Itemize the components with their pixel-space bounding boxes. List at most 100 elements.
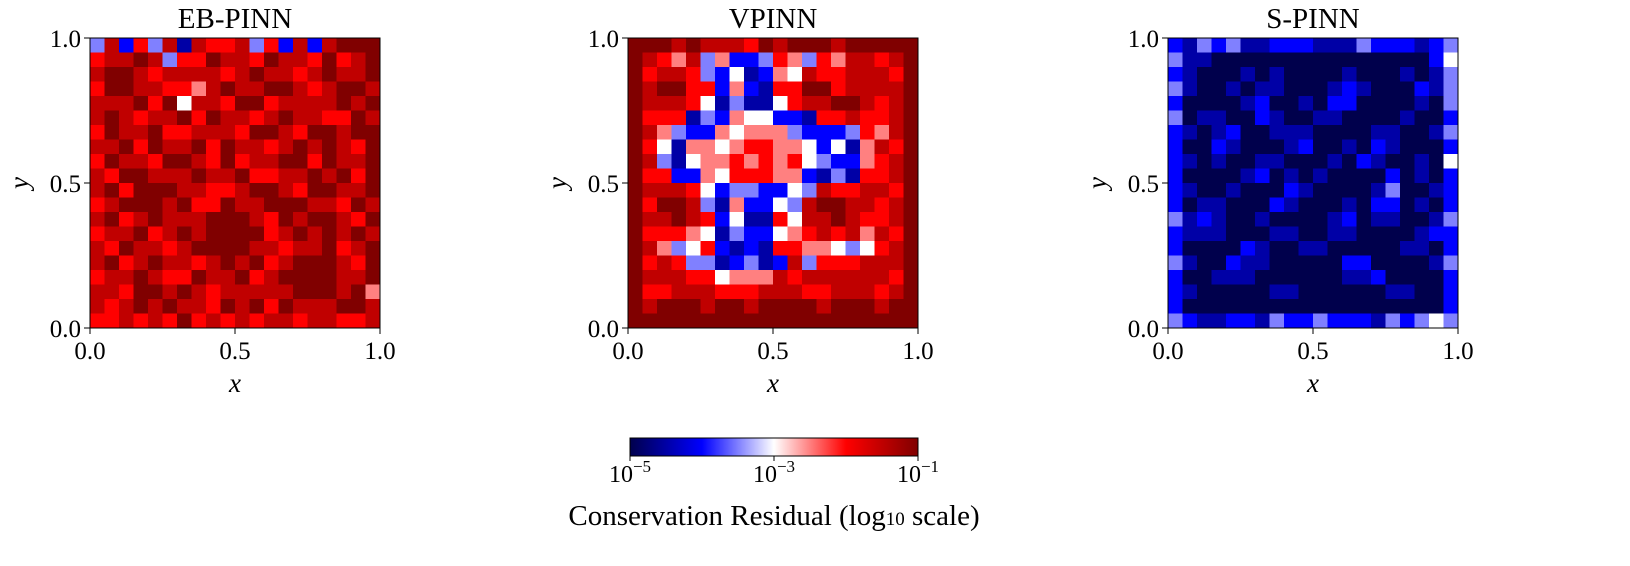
heatmap-cell xyxy=(133,299,149,314)
heatmap-cell xyxy=(1414,226,1430,242)
heatmap-cell xyxy=(191,284,207,300)
heatmap-cell xyxy=(322,110,337,126)
heatmap-cell xyxy=(1313,96,1328,111)
heatmap-cell xyxy=(874,212,890,227)
heatmap-cell xyxy=(1313,313,1328,329)
heatmap-cell xyxy=(1182,67,1198,82)
heatmap-cell xyxy=(1182,139,1198,155)
heatmap-cell xyxy=(1327,154,1343,169)
heatmap-panel: S-PINN 0.0 0.5 1.0 0.0 0.5 1.0 x y xyxy=(1082,3,1474,398)
heatmap-cell xyxy=(744,96,759,111)
heatmap-cell xyxy=(133,110,149,126)
heatmap-cell xyxy=(220,110,236,126)
heatmap-cell xyxy=(351,139,366,155)
heatmap-cell xyxy=(1414,139,1430,155)
heatmap-cell xyxy=(235,110,250,126)
heatmap-cell xyxy=(1414,81,1430,97)
heatmap-cell xyxy=(206,183,221,198)
heatmap-cell xyxy=(903,183,919,198)
heatmap-cell xyxy=(642,67,658,82)
heatmap-cell xyxy=(1327,299,1343,314)
heatmap-cell xyxy=(1255,67,1270,82)
heatmap-cell xyxy=(700,168,716,184)
heatmap-cell xyxy=(802,139,817,155)
heatmap-cell xyxy=(889,212,904,227)
heatmap-cell xyxy=(831,96,846,111)
heatmap-cell xyxy=(729,299,745,314)
heatmap-cell xyxy=(162,212,178,227)
heatmap-cell xyxy=(1313,255,1328,271)
heatmap-cell xyxy=(628,125,643,140)
heatmap-cell xyxy=(148,212,163,227)
heatmap-cell xyxy=(1342,67,1357,82)
heatmap-cell xyxy=(1255,38,1270,53)
heatmap-cell xyxy=(1327,110,1343,126)
heatmap-cell xyxy=(1429,197,1444,213)
heatmap-cell xyxy=(220,125,236,140)
heatmap-cell xyxy=(773,255,788,271)
heatmap-cell xyxy=(307,226,323,242)
heatmap-cell xyxy=(874,154,890,169)
heatmap-cell xyxy=(191,183,207,198)
heatmap-cell xyxy=(758,313,774,329)
heatmap-cell xyxy=(1168,284,1183,300)
heatmap-cell xyxy=(831,226,846,242)
heatmap-cell xyxy=(1255,183,1270,198)
heatmap-cell xyxy=(642,255,658,271)
heatmap-cell xyxy=(220,139,236,155)
heatmap-cell xyxy=(845,125,861,140)
heatmap-cell xyxy=(365,110,381,126)
heatmap-cell xyxy=(1313,299,1328,314)
heatmap-cell xyxy=(1385,168,1401,184)
heatmap-cell xyxy=(628,226,643,242)
heatmap-cell xyxy=(322,270,337,285)
heatmap-cell xyxy=(1168,38,1183,53)
heatmap-cell xyxy=(715,125,730,140)
heatmap-cell xyxy=(1414,197,1430,213)
heatmap-cell xyxy=(1211,226,1227,242)
heatmap-cell xyxy=(177,81,192,97)
heatmap-cell xyxy=(903,67,919,82)
heatmap-cell xyxy=(700,96,716,111)
heatmap-cell xyxy=(700,183,716,198)
heatmap-cell xyxy=(104,299,120,314)
heatmap-cell xyxy=(715,81,730,97)
heatmap-cell xyxy=(104,139,120,155)
heatmap-cell xyxy=(628,139,643,155)
heatmap-cell xyxy=(1255,197,1270,213)
heatmap-cell xyxy=(1269,96,1285,111)
heatmap-cell xyxy=(628,313,643,329)
heatmap-cell xyxy=(816,81,832,97)
heatmap-cell xyxy=(744,67,759,82)
heatmap-cell xyxy=(802,313,817,329)
heatmap-cell xyxy=(1443,212,1459,227)
heatmap-cell xyxy=(1313,110,1328,126)
heatmap-cell xyxy=(686,226,701,242)
heatmap-cell xyxy=(1284,284,1299,300)
heatmap-cell xyxy=(1414,284,1430,300)
heatmap-cell xyxy=(671,270,687,285)
heatmap-cell xyxy=(104,197,120,213)
heatmap-cell xyxy=(1168,154,1183,169)
heatmap-cell xyxy=(220,299,236,314)
heatmap-cell xyxy=(1240,110,1256,126)
heatmap-cell xyxy=(845,168,861,184)
heatmap-cell xyxy=(657,226,672,242)
heatmap-cell xyxy=(336,110,352,126)
heatmap-cell xyxy=(365,154,381,169)
heatmap-cell xyxy=(220,270,236,285)
heatmap-cell xyxy=(119,110,134,126)
heatmap-cell xyxy=(802,270,817,285)
heatmap-cell xyxy=(845,67,861,82)
heatmap-cell xyxy=(1371,212,1386,227)
heatmap-cell xyxy=(220,255,236,271)
heatmap-cell xyxy=(293,168,308,184)
heatmap-cell xyxy=(758,212,774,227)
heatmap-cell xyxy=(1356,197,1372,213)
heatmap-cell xyxy=(1182,270,1198,285)
heatmap-cell xyxy=(206,81,221,97)
heatmap-cell xyxy=(1385,212,1401,227)
heatmap-cell xyxy=(1226,67,1241,82)
heatmap-cell xyxy=(1226,154,1241,169)
heatmap-cell xyxy=(642,226,658,242)
